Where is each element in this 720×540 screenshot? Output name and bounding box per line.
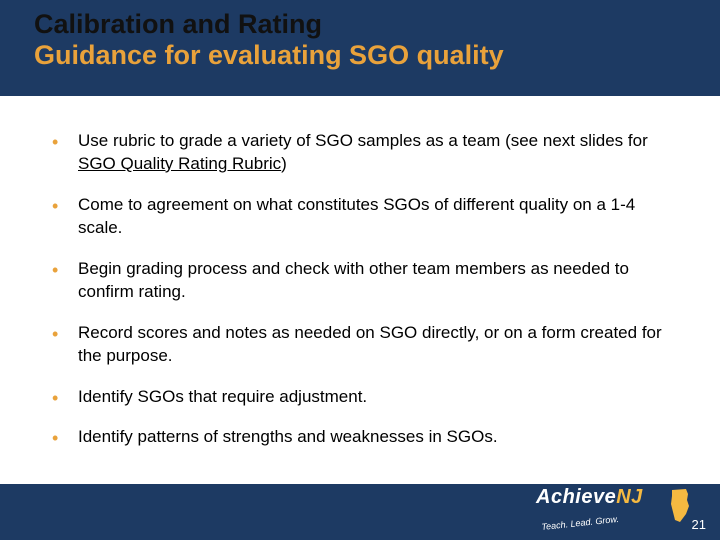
bullet-text: Come to agreement on what constitutes SG… xyxy=(78,195,635,237)
bullet-item: Record scores and notes as needed on SGO… xyxy=(52,322,684,368)
bullet-item: Identify patterns of strengths and weakn… xyxy=(52,426,684,449)
bullet-list: Use rubric to grade a variety of SGO sam… xyxy=(52,130,684,467)
page-number: 21 xyxy=(692,517,706,532)
achieve-nj-logo: AchieveNJ Teach. Lead. Grow. xyxy=(536,486,686,536)
bullet-text-post: ) xyxy=(281,154,287,173)
bullet-text: Identify patterns of strengths and weakn… xyxy=(78,427,498,446)
bullet-item: Come to agreement on what constitutes SG… xyxy=(52,194,684,240)
logo-word1: Achieve xyxy=(536,486,616,508)
title-line1: Calibration and Rating xyxy=(34,10,690,38)
nj-state-icon xyxy=(666,488,692,524)
slide: Calibration and Rating Guidance for eval… xyxy=(0,0,720,540)
bullet-text-pre: Use rubric to grade a variety of SGO sam… xyxy=(78,131,648,150)
logo-tagline: Teach. Lead. Grow. xyxy=(541,514,619,532)
bullet-item: Use rubric to grade a variety of SGO sam… xyxy=(52,130,684,176)
bullet-text: Begin grading process and check with oth… xyxy=(78,259,629,301)
bullet-item: Begin grading process and check with oth… xyxy=(52,258,684,304)
bullet-text-underlined: SGO Quality Rating Rubric xyxy=(78,154,281,173)
bullet-item: Identify SGOs that require adjustment. xyxy=(52,386,684,409)
logo-word2: NJ xyxy=(616,486,643,508)
title-line2: Guidance for evaluating SGO quality xyxy=(34,40,690,71)
bullet-text: Identify SGOs that require adjustment. xyxy=(78,387,367,406)
bullet-text: Record scores and notes as needed on SGO… xyxy=(78,323,662,365)
footer-band: AchieveNJ Teach. Lead. Grow. 21 xyxy=(0,484,720,540)
title-block: Calibration and Rating Guidance for eval… xyxy=(34,10,690,71)
